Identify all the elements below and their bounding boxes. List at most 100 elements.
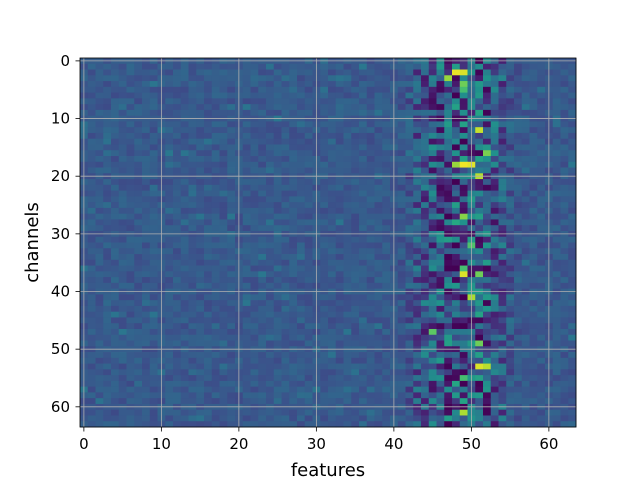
heatmap-cell: [304, 380, 313, 388]
heatmap-cell: [242, 305, 251, 313]
heatmap-cell: [529, 282, 538, 290]
heatmap-cell: [165, 104, 174, 111]
heatmap-cell: [134, 242, 143, 249]
heatmap-cell: [452, 92, 461, 99]
heatmap-cell: [568, 282, 577, 290]
heatmap-cell: [529, 421, 538, 428]
heatmap-cell: [444, 334, 453, 341]
heatmap-cell: [273, 144, 282, 151]
heatmap-cell: [103, 323, 112, 330]
heatmap-cell: [134, 144, 143, 151]
heatmap-cell: [475, 248, 484, 255]
heatmap-cell: [328, 294, 337, 301]
heatmap-cell: [142, 196, 151, 203]
heatmap-cell: [397, 277, 406, 284]
heatmap-cell: [405, 92, 414, 99]
heatmap-cell: [289, 104, 298, 111]
heatmap-cell: [366, 184, 375, 192]
heatmap-cell: [304, 363, 313, 370]
heatmap-cell: [506, 409, 515, 416]
heatmap-cell: [521, 150, 530, 157]
heatmap-cell: [521, 190, 530, 197]
heatmap-cell: [351, 92, 360, 99]
heatmap-cell: [180, 104, 189, 111]
heatmap-cell: [250, 305, 259, 313]
heatmap-cell: [95, 179, 104, 186]
heatmap-cell: [149, 138, 158, 145]
heatmap-cell: [142, 328, 151, 336]
heatmap-cell: [475, 236, 484, 243]
heatmap-cell: [118, 282, 127, 290]
heatmap-cell: [297, 305, 306, 313]
heatmap-cell: [196, 242, 205, 249]
heatmap-cell: [165, 323, 174, 330]
heatmap-cell: [483, 300, 492, 307]
heatmap-cell: [521, 207, 530, 215]
heatmap-cell: [444, 305, 453, 313]
heatmap-cell: [87, 305, 96, 313]
heatmap-cell: [266, 380, 275, 388]
heatmap-cell: [165, 121, 174, 128]
heatmap-cell: [211, 300, 220, 307]
heatmap-cell: [242, 86, 251, 93]
heatmap-cell: [180, 109, 189, 117]
heatmap-cell: [521, 236, 530, 243]
heatmap-cell: [188, 161, 197, 168]
heatmap-cell: [366, 265, 375, 272]
heatmap-cell: [537, 75, 546, 82]
heatmap-cell: [188, 109, 197, 117]
heatmap-cell: [568, 132, 577, 140]
heatmap-cell: [428, 317, 437, 324]
heatmap-cell: [103, 161, 112, 168]
heatmap-cell: [149, 357, 158, 364]
heatmap-cell: [552, 282, 561, 290]
heatmap-cell: [173, 259, 182, 266]
heatmap-cell: [126, 254, 135, 261]
heatmap-cell: [126, 207, 135, 215]
heatmap-cell: [204, 317, 213, 324]
heatmap-cell: [219, 363, 228, 370]
heatmap-cell: [552, 156, 561, 163]
heatmap-cell: [413, 375, 422, 382]
heatmap-cell: [304, 328, 313, 336]
heatmap-cell: [258, 225, 267, 232]
heatmap-cell: [250, 225, 259, 232]
heatmap-cell: [281, 363, 290, 370]
heatmap-cell: [490, 202, 499, 209]
heatmap-cell: [560, 132, 569, 140]
heatmap-cell: [95, 144, 104, 151]
heatmap-cell: [242, 259, 251, 266]
heatmap-cell: [142, 409, 151, 416]
heatmap-cell: [142, 81, 151, 88]
heatmap-cell: [529, 317, 538, 324]
heatmap-cell: [529, 363, 538, 370]
heatmap-cell: [506, 375, 515, 382]
heatmap-cell: [382, 184, 391, 192]
heatmap-cell: [397, 132, 406, 140]
heatmap-cell: [211, 161, 220, 168]
heatmap-cell: [211, 75, 220, 82]
heatmap-cell: [498, 392, 507, 399]
heatmap-cell: [258, 357, 267, 364]
heatmap-cell: [413, 219, 422, 226]
heatmap-cell: [204, 213, 213, 220]
heatmap-cell: [188, 219, 197, 226]
heatmap-cell: [142, 207, 151, 215]
heatmap-cell: [421, 98, 430, 105]
heatmap-cell: [413, 357, 422, 364]
heatmap-cell: [204, 98, 213, 105]
heatmap-cell: [126, 98, 135, 105]
heatmap-cell: [537, 161, 546, 168]
heatmap-cell: [281, 196, 290, 203]
heatmap-cell: [118, 328, 127, 336]
heatmap-cell: [196, 207, 205, 215]
heatmap-cell: [149, 196, 158, 203]
heatmap-cell: [196, 300, 205, 307]
heatmap-cell: [95, 386, 104, 393]
heatmap-cell: [304, 265, 313, 272]
heatmap-cell: [273, 127, 282, 134]
heatmap-cell: [335, 311, 344, 318]
heatmap-cell: [374, 98, 383, 105]
heatmap-cell: [444, 236, 453, 243]
heatmap-cell: [382, 254, 391, 261]
